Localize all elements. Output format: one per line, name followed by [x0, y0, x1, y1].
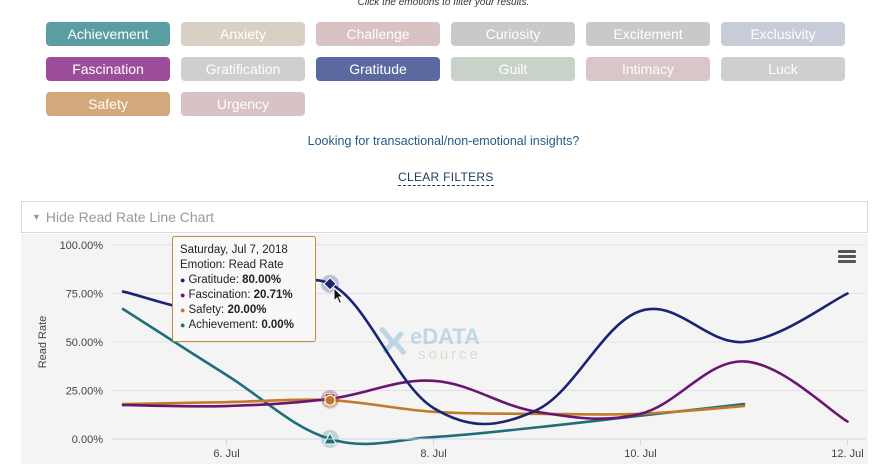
x-tick-label: 8. Jul: [420, 448, 446, 460]
tooltip-series-name: Achievement: [188, 319, 255, 331]
tooltip-date: Saturday, Jul 7, 2018: [180, 244, 288, 256]
emotion-filter-intimacy[interactable]: Intimacy: [586, 57, 710, 81]
emotion-filter-gratitude[interactable]: Gratitude: [316, 57, 440, 81]
tooltip-row: ● Achievement: 0.00%: [180, 319, 294, 331]
edatasource-watermark: eDATA source: [379, 324, 481, 363]
y-tick-label: 75.00%: [66, 289, 104, 301]
chart-tooltip: Saturday, Jul 7, 2018 Emotion: Read Rate…: [172, 236, 316, 342]
watermark-text-2: source: [418, 346, 481, 363]
clear-filters-button[interactable]: CLEAR FILTERS: [398, 170, 494, 186]
emotion-filter-challenge[interactable]: Challenge: [316, 22, 440, 46]
mouse-pointer-icon: [333, 287, 345, 305]
emotion-filter-excitement[interactable]: Excitement: [586, 22, 710, 46]
y-axis-title: Read Rate: [37, 316, 49, 369]
emotion-filter-urgency[interactable]: Urgency: [181, 92, 305, 116]
y-tick-label: 50.00%: [66, 337, 104, 349]
insights-link[interactable]: Looking for transactional/non-emotional …: [307, 134, 580, 148]
caret-down-icon: ▼: [32, 212, 41, 222]
tooltip-series-name: Safety: [188, 304, 222, 316]
series-dot-icon: ●: [180, 290, 186, 300]
y-tick-label: 0.00%: [72, 434, 103, 446]
tooltip-row: ● Safety: 20.00%: [180, 304, 267, 316]
emotion-filter-fascination[interactable]: Fascination: [46, 57, 170, 81]
chart-area: [21, 234, 868, 464]
y-tick-label: 25.00%: [66, 386, 104, 398]
filter-hint: Click the emotions to filter your result…: [357, 0, 530, 8]
x-tick-label: 10. Jul: [624, 448, 656, 460]
tooltip-series-value: 20.71%: [253, 289, 293, 301]
chart-toggle-header[interactable]: ▼ Hide Read Rate Line Chart: [21, 201, 868, 233]
tooltip-metric: Emotion: Read Rate: [180, 259, 284, 271]
data-point-safety[interactable]: [324, 394, 336, 406]
tooltip-series-name: Fascination: [188, 289, 248, 301]
tooltip-row: ● Gratitude: 80.00%: [180, 274, 282, 286]
chart-toggle-label: Hide Read Rate Line Chart: [45, 209, 215, 225]
series-line-achievement[interactable]: [121, 307, 746, 446]
emotion-filter-gratification[interactable]: Gratification: [181, 57, 305, 81]
tooltip-series-name: Gratitude: [188, 274, 236, 286]
tooltip-series-value: 80.00%: [242, 274, 282, 286]
x-tick-label: 12. Jul: [831, 448, 863, 460]
data-point-gratitude[interactable]: [323, 277, 337, 291]
emotion-filter-achievement[interactable]: Achievement: [46, 22, 170, 46]
emotion-filter-anxiety[interactable]: Anxiety: [181, 22, 305, 46]
x-tick-label: 6. Jul: [213, 448, 239, 460]
y-tick-label: 100.00%: [60, 240, 104, 252]
emotion-filter-safety[interactable]: Safety: [46, 92, 170, 116]
series-dot-icon: ●: [180, 305, 186, 315]
watermark-text-1: eDATA: [410, 324, 480, 349]
series-dot-icon: ●: [180, 275, 186, 285]
tooltip-row: ● Fascination: 20.71%: [180, 289, 293, 301]
tooltip-series-value: 0.00%: [261, 319, 294, 331]
tooltip-series-value: 20.00%: [227, 304, 267, 316]
emotion-filter-exclusivity[interactable]: Exclusivity: [721, 22, 845, 46]
emotion-filter-luck[interactable]: Luck: [721, 57, 845, 81]
emotion-filter-curiosity[interactable]: Curiosity: [451, 22, 575, 46]
watermark-logo-mark: [379, 326, 406, 355]
chart-menu-icon[interactable]: [836, 248, 858, 266]
series-dot-icon: ●: [180, 320, 186, 330]
series-line-fascination[interactable]: [121, 360, 849, 423]
emotion-filter-guilt[interactable]: Guilt: [451, 57, 575, 81]
